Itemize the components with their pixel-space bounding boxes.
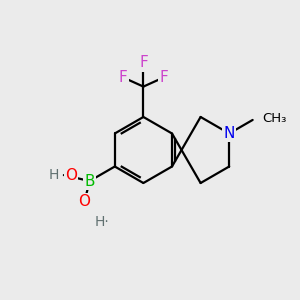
Text: H: H [49, 168, 59, 182]
Text: O: O [78, 194, 90, 209]
Text: H·: H· [94, 215, 109, 229]
Text: CH₃: CH₃ [262, 112, 286, 125]
Text: N: N [224, 126, 235, 141]
Text: F: F [139, 55, 148, 70]
Text: F: F [160, 70, 168, 85]
Text: O: O [65, 168, 77, 183]
Text: F: F [118, 70, 127, 85]
Text: B: B [84, 173, 95, 188]
